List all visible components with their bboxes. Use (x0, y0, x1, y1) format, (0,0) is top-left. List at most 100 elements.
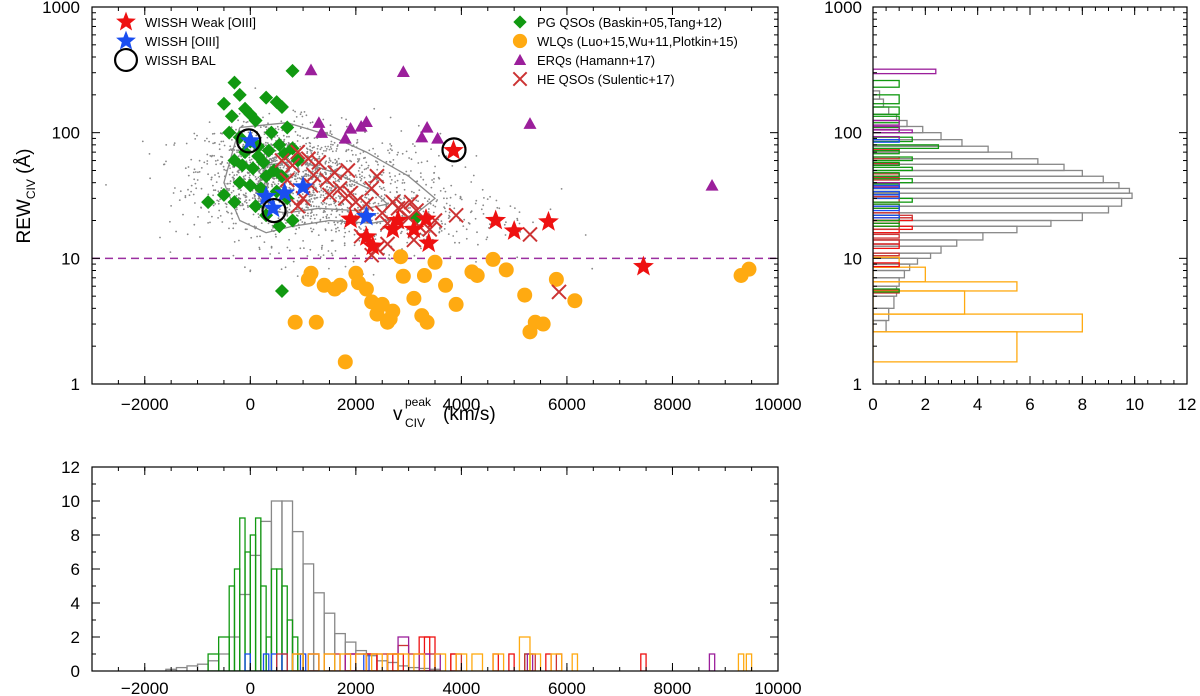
background-point (260, 179, 263, 182)
background-point (313, 137, 316, 140)
y-tick-label: 1000 (824, 0, 862, 17)
background-point (258, 246, 261, 249)
background-point (360, 228, 362, 230)
background-point (187, 188, 189, 191)
background-point (346, 160, 348, 163)
background-point (327, 161, 330, 164)
point-wissh-oiii (274, 182, 296, 203)
y-tick-label: 12 (61, 458, 80, 477)
background-point (294, 178, 296, 181)
background-point (340, 222, 343, 225)
background-point (332, 143, 334, 146)
background-point (298, 226, 301, 229)
background-point (424, 197, 426, 200)
background-point (169, 251, 172, 254)
point-wlqs-luo-15-wu-11-plotkin-15 (393, 249, 409, 265)
point-wlqs-luo-15-wu-11-plotkin-15 (406, 290, 422, 306)
point-erqs-hamann-17 (396, 65, 410, 78)
background-point (425, 183, 427, 186)
rew-histogram-frame (872, 6, 1188, 385)
point-pg-qsos-baskin-05-tang-12 (232, 175, 247, 190)
point-pg-qsos-baskin-05-tang-12 (274, 169, 289, 184)
background-point (196, 179, 199, 181)
background-point (482, 213, 485, 215)
point-wlqs-luo-15-wu-11-plotkin-15 (287, 314, 303, 330)
hist-bar-he-qsos (355, 653, 368, 671)
background-point (444, 223, 447, 226)
background-point (263, 182, 266, 185)
hist-bar-sdss-scaled (873, 245, 942, 254)
background-point (475, 261, 477, 263)
background-point (174, 187, 176, 189)
background-point (231, 171, 234, 174)
legend-marker (116, 30, 136, 50)
legend-item-pg-qsos-baskin-05-tang-12: PG QSOs (Baskin+05,Tang+12) (513, 15, 722, 30)
background-point (450, 184, 453, 187)
background-point (275, 157, 278, 159)
background-point (428, 208, 430, 210)
legend-marker (512, 33, 528, 49)
background-point (214, 203, 217, 205)
background-point (359, 176, 361, 179)
background-point (209, 221, 211, 224)
point-wissh-weak-oiii (485, 209, 507, 230)
background-point (325, 202, 328, 205)
background-point (405, 170, 408, 173)
point-pg-qsos-baskin-05-tang-12 (274, 283, 289, 298)
background-point (255, 134, 258, 137)
background-point (309, 193, 312, 196)
background-point (353, 184, 356, 186)
background-point (382, 165, 385, 168)
background-point (339, 197, 341, 200)
hist-bar-he-qsos (873, 239, 900, 245)
background-point (286, 135, 288, 138)
background-point (187, 174, 190, 177)
y-tick-label: 100 (52, 124, 80, 143)
background-point (334, 250, 337, 252)
background-point (349, 159, 351, 162)
background-point (288, 186, 291, 189)
background-point (504, 234, 507, 236)
point-he-qsos-sulentic-17 (522, 226, 538, 243)
background-point (453, 207, 456, 210)
svg-text:peak: peak (405, 395, 432, 409)
background-point (259, 126, 262, 129)
background-point (328, 267, 330, 270)
background-point (336, 144, 339, 146)
x-tick-label: 10000 (754, 679, 801, 696)
background-point (429, 202, 432, 205)
background-point (259, 235, 261, 238)
background-point (217, 202, 220, 205)
background-point (309, 248, 312, 251)
hist-bar-pg-qsos (873, 79, 900, 88)
background-point (325, 150, 327, 152)
background-point (322, 194, 325, 197)
background-point (231, 217, 234, 220)
background-point (289, 205, 292, 207)
background-point (228, 227, 230, 230)
background-point (200, 167, 203, 169)
background-point (326, 186, 328, 188)
background-point (452, 235, 455, 237)
background-point (361, 171, 364, 174)
background-point (141, 140, 144, 143)
background-point (322, 254, 325, 256)
background-point (232, 185, 235, 188)
background-point (247, 206, 249, 209)
background-point (328, 157, 331, 160)
series-pg-qsos-baskin-05-tang-12 (201, 63, 424, 298)
background-point (193, 132, 196, 135)
background-point (333, 141, 336, 144)
background-point (218, 175, 221, 178)
background-point (413, 254, 416, 257)
background-point (235, 222, 237, 225)
background-point (357, 206, 359, 209)
background-point (488, 227, 490, 229)
background-point (465, 237, 468, 240)
background-point (301, 115, 304, 118)
point-he-qsos-sulentic-17 (311, 154, 327, 171)
background-point (362, 204, 364, 206)
hist-bar-wlqs (307, 653, 320, 671)
background-point (324, 206, 327, 208)
hist-bar-pg-qsos (276, 568, 283, 671)
